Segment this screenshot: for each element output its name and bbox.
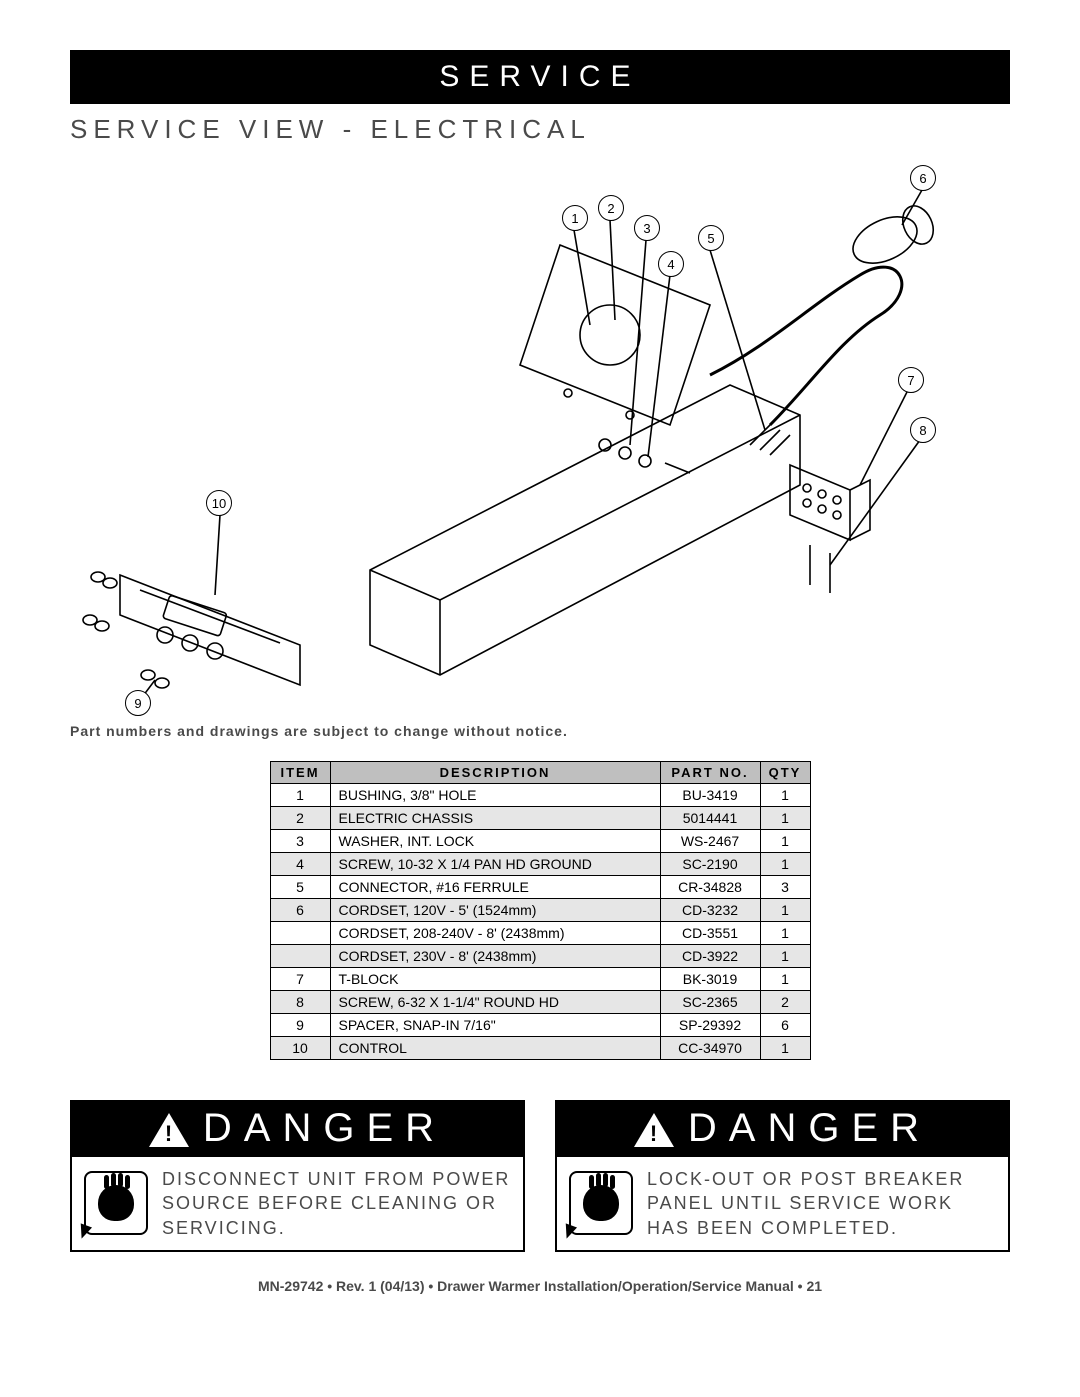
- callout-7: 7: [898, 367, 924, 393]
- cell-part: SC-2190: [660, 853, 760, 876]
- table-row: 7T-BLOCKBK-30191: [270, 968, 810, 991]
- cell-item: 6: [270, 899, 330, 922]
- warning-triangle-icon: [634, 1113, 674, 1147]
- cell-desc: WASHER, INT. LOCK: [330, 830, 660, 853]
- cell-qty: 3: [760, 876, 810, 899]
- cell-part: SC-2365: [660, 991, 760, 1014]
- callout-5: 5: [698, 225, 724, 251]
- cell-item: 1: [270, 784, 330, 807]
- callout-6: 6: [910, 165, 936, 191]
- cell-qty: 2: [760, 991, 810, 1014]
- danger-text-left: DISCONNECT UNIT FROM POWER SOURCE BEFORE…: [162, 1167, 511, 1240]
- cell-item: 7: [270, 968, 330, 991]
- callout-3: 3: [634, 215, 660, 241]
- cell-desc: CORDSET, 120V - 5' (1524mm): [330, 899, 660, 922]
- table-row: 9SPACER, SNAP-IN 7/16"SP-293926: [270, 1014, 810, 1037]
- cell-desc: CORDSET, 208-240V - 8' (2438mm): [330, 922, 660, 945]
- danger-header: DANGER: [72, 1102, 523, 1157]
- cell-part: WS-2467: [660, 830, 760, 853]
- subsection-title: SERVICE VIEW - ELECTRICAL: [70, 114, 1010, 145]
- cell-part: BU-3419: [660, 784, 760, 807]
- cell-qty: 1: [760, 853, 810, 876]
- cell-qty: 6: [760, 1014, 810, 1037]
- electric-shock-icon: [84, 1171, 148, 1235]
- cell-item: 9: [270, 1014, 330, 1037]
- cell-part: CD-3232: [660, 899, 760, 922]
- table-row: 5CONNECTOR, #16 FERRULECR-348283: [270, 876, 810, 899]
- cell-desc: CONTROL: [330, 1037, 660, 1060]
- danger-text-right: LOCK-OUT OR POST BREAKER PANEL UNTIL SER…: [647, 1167, 996, 1240]
- col-qty: QTY: [760, 762, 810, 784]
- table-row: 2ELECTRIC CHASSIS50144411: [270, 807, 810, 830]
- cell-qty: 1: [760, 1037, 810, 1060]
- callout-1: 1: [562, 205, 588, 231]
- danger-label: DANGER: [203, 1106, 446, 1151]
- cell-item: 4: [270, 853, 330, 876]
- cell-part: SP-29392: [660, 1014, 760, 1037]
- cell-desc: BUSHING, 3/8" HOLE: [330, 784, 660, 807]
- cell-desc: T-BLOCK: [330, 968, 660, 991]
- danger-row: DANGER DISCONNECT UNIT FROM POWER SOURCE…: [70, 1100, 1010, 1252]
- cell-qty: 1: [760, 922, 810, 945]
- callout-9: 9: [125, 690, 151, 716]
- table-header-row: ITEM DESCRIPTION PART NO. QTY: [270, 762, 810, 784]
- electric-shock-icon: [569, 1171, 633, 1235]
- parts-table: ITEM DESCRIPTION PART NO. QTY 1BUSHING, …: [270, 761, 811, 1060]
- col-desc: DESCRIPTION: [330, 762, 660, 784]
- cell-part: CR-34828: [660, 876, 760, 899]
- cell-part: BK-3019: [660, 968, 760, 991]
- cell-qty: 1: [760, 784, 810, 807]
- cell-item: 10: [270, 1037, 330, 1060]
- cell-part: CD-3551: [660, 922, 760, 945]
- page-footer: MN-29742 • Rev. 1 (04/13) • Drawer Warme…: [70, 1278, 1010, 1294]
- cell-part: 5014441: [660, 807, 760, 830]
- cell-desc: CORDSET, 230V - 8' (2438mm): [330, 945, 660, 968]
- table-row: 3WASHER, INT. LOCKWS-24671: [270, 830, 810, 853]
- cell-item: 2: [270, 807, 330, 830]
- callout-2: 2: [598, 195, 624, 221]
- callout-4: 4: [658, 251, 684, 277]
- callout-8: 8: [910, 417, 936, 443]
- cell-desc: ELECTRIC CHASSIS: [330, 807, 660, 830]
- cell-qty: 1: [760, 807, 810, 830]
- cell-qty: 1: [760, 899, 810, 922]
- cell-desc: SCREW, 10-32 X 1/4 PAN HD GROUND: [330, 853, 660, 876]
- table-row: 8SCREW, 6-32 X 1-1/4" ROUND HDSC-23652: [270, 991, 810, 1014]
- change-notice: Part numbers and drawings are subject to…: [70, 723, 1010, 739]
- cell-item: 8: [270, 991, 330, 1014]
- cell-item: 5: [270, 876, 330, 899]
- cell-qty: 1: [760, 945, 810, 968]
- diagram-svg: [70, 145, 1010, 705]
- table-row: 6CORDSET, 120V - 5' (1524mm)CD-32321: [270, 899, 810, 922]
- cell-desc: SCREW, 6-32 X 1-1/4" ROUND HD: [330, 991, 660, 1014]
- table-row: 4SCREW, 10-32 X 1/4 PAN HD GROUNDSC-2190…: [270, 853, 810, 876]
- cell-item: [270, 945, 330, 968]
- danger-label: DANGER: [688, 1106, 931, 1151]
- cell-item: 3: [270, 830, 330, 853]
- cell-part: CD-3922: [660, 945, 760, 968]
- table-row: 10CONTROLCC-349701: [270, 1037, 810, 1060]
- cell-desc: SPACER, SNAP-IN 7/16": [330, 1014, 660, 1037]
- table-row: 1BUSHING, 3/8" HOLEBU-34191: [270, 784, 810, 807]
- cell-qty: 1: [760, 830, 810, 853]
- danger-box-lockout: DANGER LOCK-OUT OR POST BREAKER PANEL UN…: [555, 1100, 1010, 1252]
- cell-part: CC-34970: [660, 1037, 760, 1060]
- callout-10: 10: [206, 490, 232, 516]
- cell-item: [270, 922, 330, 945]
- cell-desc: CONNECTOR, #16 FERRULE: [330, 876, 660, 899]
- exploded-diagram: 1 2 3 4 5 6 7 8 9 10: [70, 145, 1010, 705]
- cell-qty: 1: [760, 968, 810, 991]
- table-row: CORDSET, 208-240V - 8' (2438mm)CD-35511: [270, 922, 810, 945]
- section-header: SERVICE: [70, 50, 1010, 104]
- danger-header: DANGER: [557, 1102, 1008, 1157]
- col-item: ITEM: [270, 762, 330, 784]
- col-part: PART NO.: [660, 762, 760, 784]
- table-row: CORDSET, 230V - 8' (2438mm)CD-39221: [270, 945, 810, 968]
- danger-box-disconnect: DANGER DISCONNECT UNIT FROM POWER SOURCE…: [70, 1100, 525, 1252]
- warning-triangle-icon: [149, 1113, 189, 1147]
